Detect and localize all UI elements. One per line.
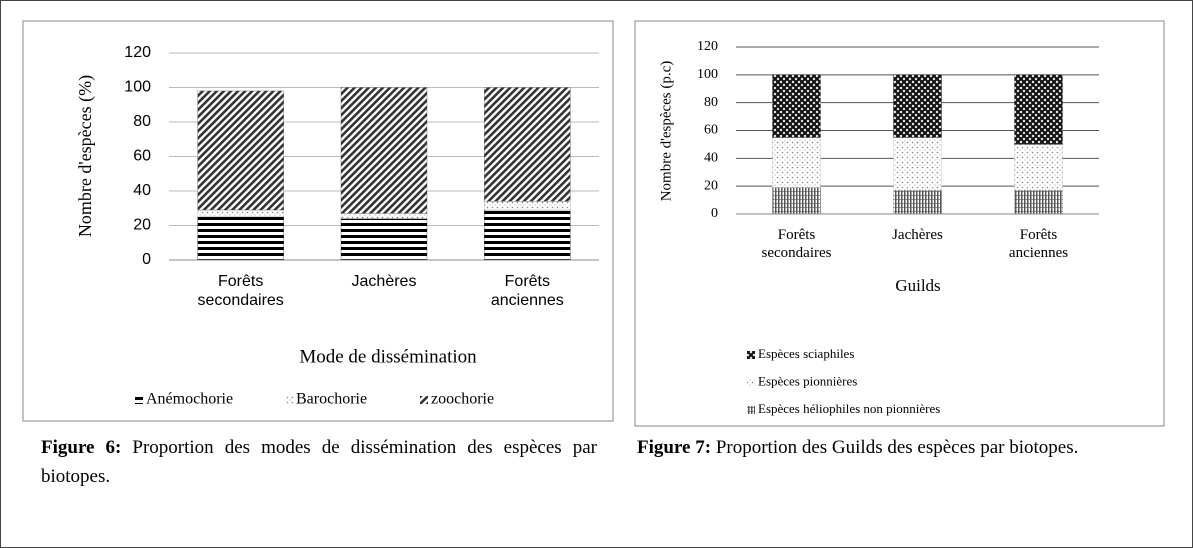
x-tick-label: Forêts anciennes — [1009, 227, 1068, 261]
legend-label: Espèces pionnières — [758, 373, 857, 388]
x-axis-title: Mode de dissémination — [299, 346, 477, 367]
bar-segment — [893, 137, 942, 191]
bar-segment — [484, 201, 571, 211]
bar-segment — [197, 90, 284, 211]
bar-segment — [340, 87, 428, 214]
x-tick-label: Forêts secondaires — [198, 273, 284, 309]
bar-segment — [1014, 144, 1063, 191]
bar-segment — [197, 209, 284, 218]
bar-segment — [484, 209, 571, 261]
legend-label: Barochorie — [296, 391, 367, 408]
y-tick-label: 120 — [697, 39, 718, 54]
legend-swatch — [285, 396, 293, 404]
y-tick-label: 80 — [133, 113, 151, 130]
caption-label: Figure 7: — [637, 437, 712, 458]
caption: Figure 7: Proportion des Guilds des espè… — [637, 433, 1167, 462]
y-tick-label: 40 — [133, 182, 151, 199]
y-axis-title: Nombre d'espèces (p.c) — [658, 61, 674, 202]
bar-segment — [340, 213, 428, 219]
y-tick-label: 100 — [697, 67, 718, 82]
legend-swatch — [747, 351, 755, 359]
caption: Figure 6: Proportion des modes de dissém… — [41, 433, 597, 491]
bar-segment — [484, 87, 571, 202]
legend-swatch — [747, 406, 755, 414]
y-tick-label: 40 — [704, 151, 718, 166]
x-tick-label: Forêts secondaires — [762, 227, 832, 261]
chart-frame — [22, 20, 614, 422]
bar-segment — [1014, 190, 1063, 215]
bar-segment — [772, 74, 821, 138]
legend-label: Espèces héliophiles non pionnières — [758, 401, 940, 416]
bar-segment — [772, 137, 821, 188]
legend-label: zoochorie — [431, 391, 494, 408]
y-tick-label: 60 — [704, 123, 718, 138]
bar-segment — [1014, 74, 1063, 145]
y-tick-label: 20 — [133, 217, 151, 234]
y-tick-label: 100 — [124, 79, 151, 96]
x-axis-title: Guilds — [895, 276, 940, 295]
bar-segment — [340, 218, 428, 261]
bar-segment — [772, 187, 821, 215]
caption-text: Proportion des Guilds des espèces par bi… — [715, 437, 1079, 458]
y-tick-label: 60 — [133, 148, 151, 165]
legend-label: Espèces sciaphiles — [758, 346, 854, 361]
legend-label: Anémochorie — [146, 391, 233, 408]
bar-segment — [197, 216, 284, 261]
legend-swatch — [135, 396, 143, 404]
y-axis-title: Nombre d'espèces (%) — [75, 75, 96, 237]
y-tick-label: 0 — [142, 251, 151, 268]
y-tick-label: 80 — [704, 95, 718, 110]
chart-frame — [634, 20, 1165, 427]
y-tick-label: 20 — [704, 178, 718, 193]
legend-swatch — [747, 378, 755, 387]
caption-label: Figure 6: — [41, 437, 122, 458]
caption-text: Proportion des modes de dissémination de… — [41, 437, 597, 487]
y-tick-label: 0 — [711, 206, 718, 221]
bar-segment — [893, 190, 942, 215]
y-tick-label: 120 — [124, 44, 151, 61]
legend-swatch — [420, 396, 428, 404]
x-tick-label: Jachères — [352, 273, 417, 290]
bar-segment — [893, 74, 942, 138]
x-tick-label: Forêts anciennes — [491, 273, 564, 309]
x-tick-label: Jachères — [892, 227, 943, 243]
